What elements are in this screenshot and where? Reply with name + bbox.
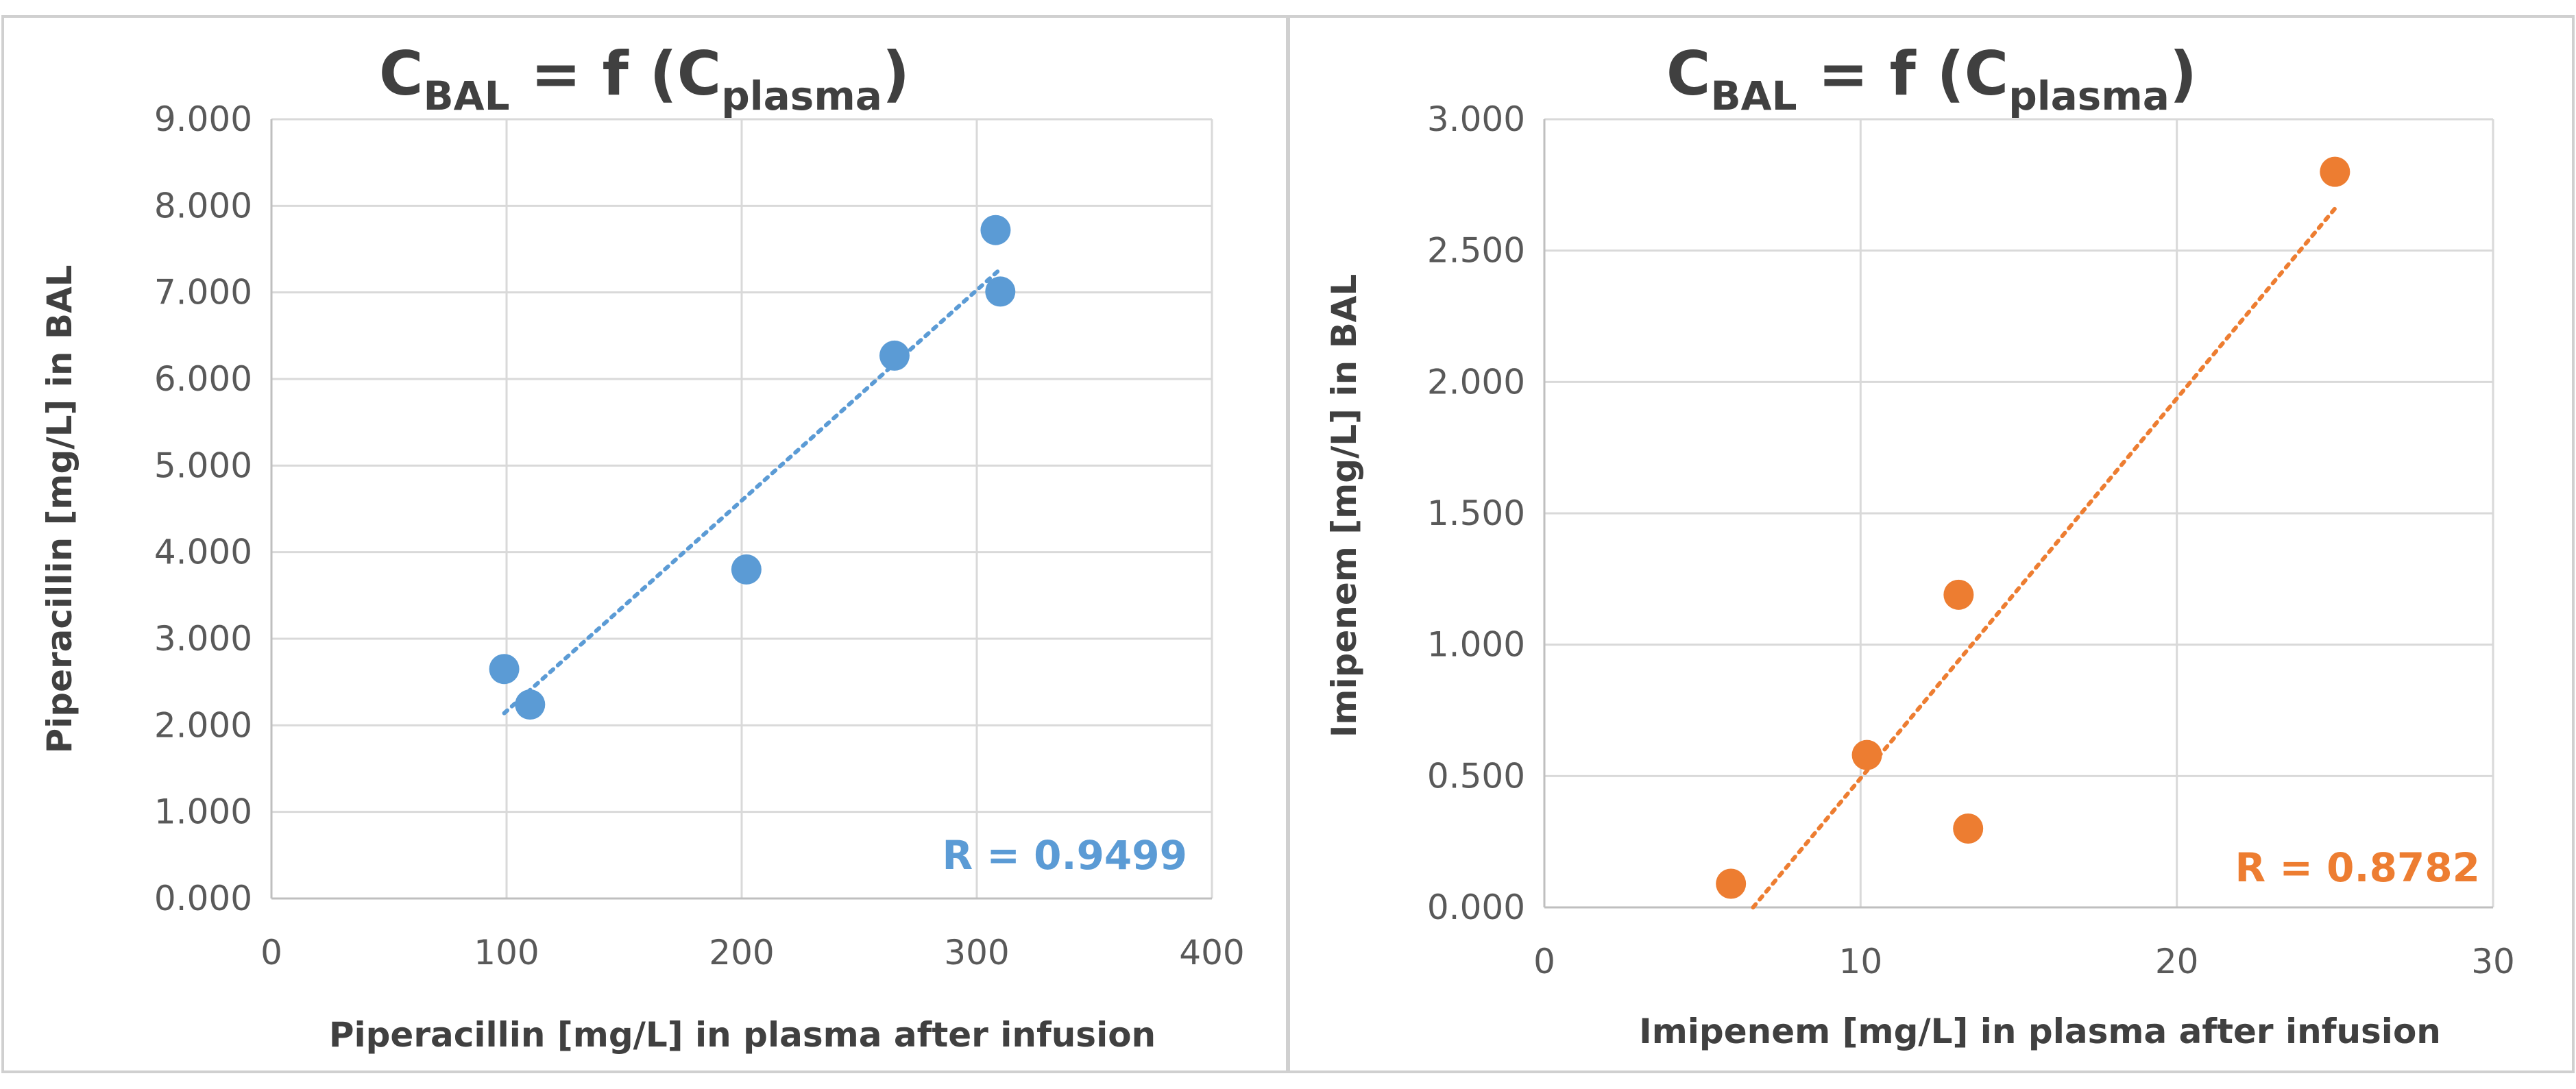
y-tick-label: 2.000 bbox=[154, 705, 252, 745]
trendline bbox=[1751, 206, 2337, 909]
data-point bbox=[980, 215, 1011, 245]
y-tick-label: 9.000 bbox=[154, 99, 252, 139]
data-point bbox=[1953, 813, 1984, 844]
y-tick-label: 1.500 bbox=[1427, 493, 1525, 533]
data-point bbox=[2320, 156, 2350, 187]
y-axis-title: Piperacillin [mg/L] in BAL bbox=[40, 265, 80, 753]
y-tick-label: 3.000 bbox=[1427, 99, 1525, 139]
y-tick-label: 6.000 bbox=[154, 359, 252, 399]
y-tick-label: 3.000 bbox=[154, 619, 252, 659]
data-point bbox=[515, 689, 546, 720]
x-tick-label: 20 bbox=[2155, 942, 2199, 981]
y-tick-label: 0.000 bbox=[154, 879, 252, 918]
chart-panel-imipenem: CBAL = f (Cplasma) 0.000 0.500 1.000 1.500 2… bbox=[1287, 15, 2575, 1073]
data-point bbox=[489, 654, 520, 685]
y-axis-title: Imipenem [mg/L] in BAL bbox=[1324, 274, 1364, 738]
y-tick-label: 7.000 bbox=[154, 273, 252, 313]
x-tick-label: 30 bbox=[2471, 942, 2515, 981]
trendline bbox=[502, 267, 1003, 715]
data-point bbox=[879, 340, 910, 371]
y-tick-label: 2.000 bbox=[1427, 362, 1525, 402]
x-tick-label: 100 bbox=[474, 933, 539, 972]
x-tick-label: 0 bbox=[260, 933, 282, 972]
x-axis-title: Piperacillin [mg/L] in plasma after infu… bbox=[329, 1015, 1156, 1055]
y-tick-label: 5.000 bbox=[154, 445, 252, 485]
x-tick-label: 10 bbox=[1839, 942, 1883, 981]
data-point bbox=[731, 554, 762, 585]
y-tick-label: 8.000 bbox=[154, 186, 252, 225]
y-tick-label: 2.500 bbox=[1427, 231, 1525, 271]
y-tick-label: 0.000 bbox=[1427, 888, 1525, 927]
chart-title: CBAL = f (Cplasma) bbox=[379, 38, 910, 119]
x-tick-label: 200 bbox=[709, 933, 774, 972]
y-tick-label: 1.000 bbox=[1427, 625, 1525, 665]
panel-border bbox=[1, 15, 1289, 1073]
x-tick-label: 0 bbox=[1533, 942, 1555, 981]
chart-panel-piperacillin: CBAL = f (Cplasma) 0.000 1.000 2.000 3.000 4… bbox=[1, 15, 1289, 1073]
y-tick-label: 4.000 bbox=[154, 533, 252, 572]
data-point bbox=[1716, 868, 1747, 899]
x-tick-label: 400 bbox=[1179, 933, 1244, 972]
panel-border bbox=[1287, 15, 2575, 1073]
y-tick-label: 1.000 bbox=[154, 792, 252, 832]
r-value-annotation: R = 0.9499 bbox=[943, 832, 1187, 879]
data-point bbox=[985, 276, 1016, 307]
data-point bbox=[1943, 579, 1974, 610]
x-axis-title: Imipenem [mg/L] in plasma after infusion bbox=[1639, 1012, 2441, 1051]
x-tick-label: 300 bbox=[944, 933, 1009, 972]
data-point bbox=[1851, 739, 1882, 770]
y-tick-label: 0.500 bbox=[1427, 756, 1525, 796]
chart-title: CBAL = f (Cplasma) bbox=[1666, 38, 2197, 119]
r-value-annotation: R = 0.8782 bbox=[2235, 844, 2480, 891]
